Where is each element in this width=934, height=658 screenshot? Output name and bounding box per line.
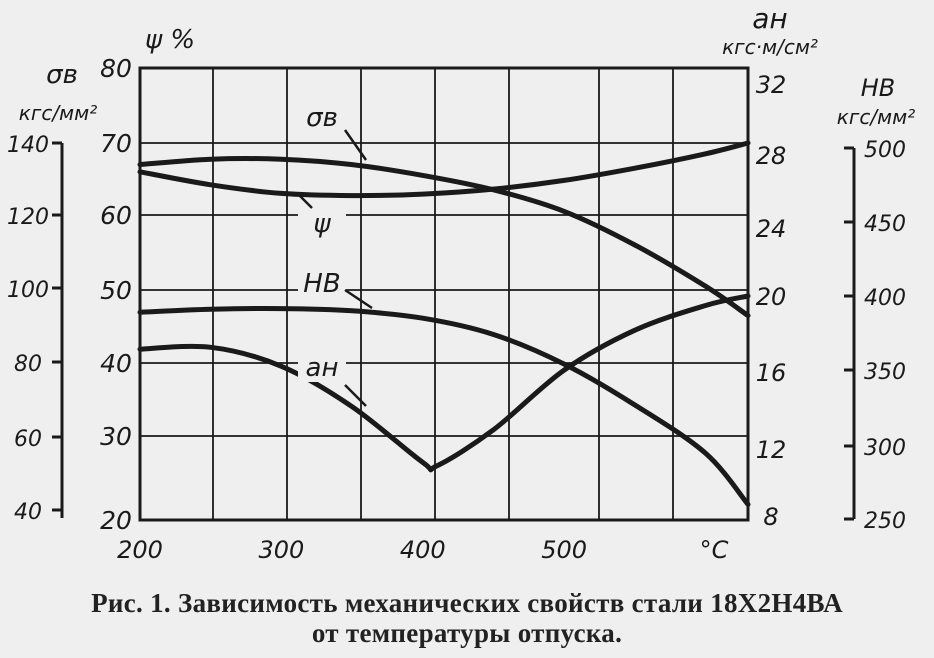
an-tick-label-28: 28	[756, 142, 787, 170]
chart-axes: 200 300 400 500 °C 80 70 60 50 40 30 20 ψ % 140 120 100…	[7, 2, 915, 564]
psi-tick-label-60: 60	[100, 201, 132, 230]
psi-tick-label-70: 70	[100, 129, 132, 158]
plot-frame	[138, 66, 750, 522]
curve-label-hb: НВ	[303, 269, 340, 299]
curve-label-bg-an	[298, 352, 346, 382]
x-tick-label-300: 300	[258, 536, 304, 564]
caption-line-1: Рис. 1. Зависимость механических свойств…	[91, 588, 843, 618]
hb-tick-label-500: 500	[864, 138, 906, 163]
an-tick-label-12: 12	[756, 436, 787, 464]
hb-tick-label-450: 450	[864, 212, 906, 237]
an-tick-label-20: 20	[756, 283, 787, 311]
curve-leader-psi	[297, 193, 313, 209]
figure-caption: Рис. 1. Зависимость механических свойств…	[0, 588, 934, 648]
an-tick-label-24: 24	[756, 215, 787, 243]
psi-tick-label-40: 40	[100, 349, 132, 378]
x-tick-label-200: 200	[117, 536, 163, 564]
series-line-sigma-b	[137, 156, 751, 319]
series-line-hb	[137, 305, 751, 507]
psi-tick-label-20: 20	[100, 506, 132, 535]
x-tick-label-500: 500	[541, 536, 587, 564]
hb-axis-label: НВ	[861, 74, 896, 102]
sigma-tick-label-120: 120	[7, 205, 49, 230]
an-tick-label-8: 8	[763, 503, 778, 531]
an-tick-label-32: 32	[756, 71, 787, 99]
sigma-tick-label-40: 40	[14, 500, 42, 525]
curve-label-bg-hb	[298, 268, 346, 298]
sigma-axis-label: σв	[46, 60, 78, 90]
curve-leader-hb	[344, 288, 373, 310]
series-line-an	[137, 293, 751, 473]
curve-label-bg-psi	[298, 208, 346, 238]
caption-line-2: от температуры отпуска.	[311, 618, 623, 648]
psi-axis-label: ψ %	[145, 25, 195, 55]
hb-tick-label-350: 350	[864, 360, 906, 385]
curve-label-bg-sigma-b	[298, 102, 346, 132]
psi-tick-label-30: 30	[100, 422, 132, 451]
curve-leader-an	[344, 384, 367, 407]
sigma-tick-label-80: 80	[14, 352, 42, 377]
curve-label-an: aн	[306, 353, 339, 383]
x-tick-label-400: 400	[400, 536, 446, 564]
hb-tick-label-400: 400	[864, 286, 906, 311]
psi-tick-label-50: 50	[100, 276, 132, 305]
an-axis-unit: кгс·м/см²	[722, 35, 818, 59]
sigma-tick-label-60: 60	[14, 427, 42, 452]
curve-leader-sigma-b	[343, 129, 368, 161]
hb-axis-unit: кгс/мм²	[837, 105, 916, 129]
curve-label-sigma-b: σв	[306, 103, 338, 133]
series-line-psi	[137, 140, 751, 199]
sigma-tick-label-100: 100	[7, 278, 49, 303]
chart-series	[137, 140, 751, 507]
sigma-axis-unit: кгс/мм²	[19, 101, 98, 125]
hb-tick-label-250: 250	[864, 509, 906, 534]
psi-tick-label-80: 80	[100, 54, 132, 83]
an-axis-label: aн	[752, 2, 787, 35]
chart-labels: σв ψ НВ aн	[297, 102, 373, 407]
chart-grid	[138, 66, 750, 522]
x-axis-unit: °C	[700, 536, 729, 564]
sigma-tick-label-140: 140	[7, 133, 49, 158]
curve-label-psi: ψ	[313, 209, 331, 239]
an-tick-label-16: 16	[756, 359, 787, 387]
hb-tick-label-300: 300	[864, 436, 906, 461]
